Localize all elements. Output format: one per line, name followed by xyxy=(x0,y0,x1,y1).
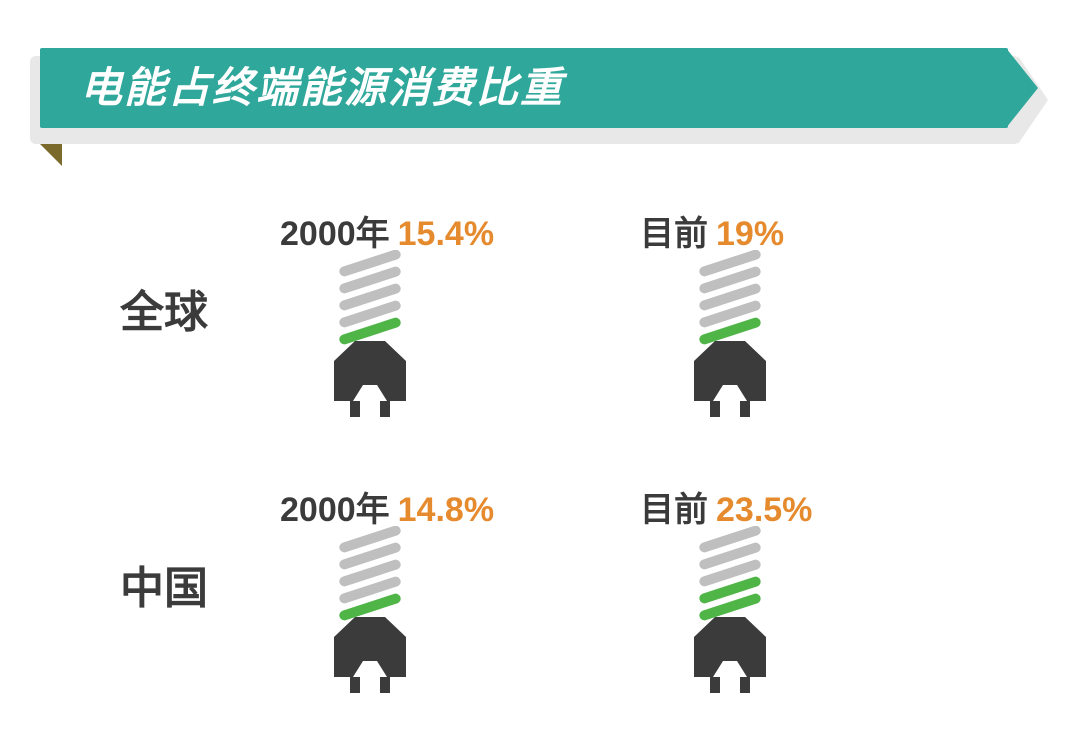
cell-label: 2000年15.4% xyxy=(280,206,494,255)
cfl-bulb-icon xyxy=(300,250,450,440)
banner-fold xyxy=(40,144,62,166)
value-text: 15.4% xyxy=(398,215,494,253)
title-banner: 电能占终端能源消费比重 xyxy=(30,48,1050,166)
period-text: 目前 xyxy=(640,215,708,253)
row-label: 中国 xyxy=(120,552,208,616)
value-text: 23.5% xyxy=(716,491,812,529)
page-title: 电能占终端能源消费比重 xyxy=(80,48,564,128)
period-text: 目前 xyxy=(640,491,708,529)
row-label: 全球 xyxy=(120,276,208,340)
cell-label: 2000年14.8% xyxy=(280,482,494,531)
period-text: 2000年 xyxy=(280,215,390,253)
cell-label: 目前23.5% xyxy=(640,482,812,531)
cfl-bulb-icon xyxy=(660,250,810,440)
cfl-bulb-icon xyxy=(660,526,810,716)
period-text: 2000年 xyxy=(280,491,390,529)
value-text: 19% xyxy=(716,215,784,253)
cell-label: 目前19% xyxy=(640,206,784,255)
banner-front-arrow xyxy=(1006,48,1038,128)
value-text: 14.8% xyxy=(398,491,494,529)
cfl-bulb-icon xyxy=(300,526,450,716)
